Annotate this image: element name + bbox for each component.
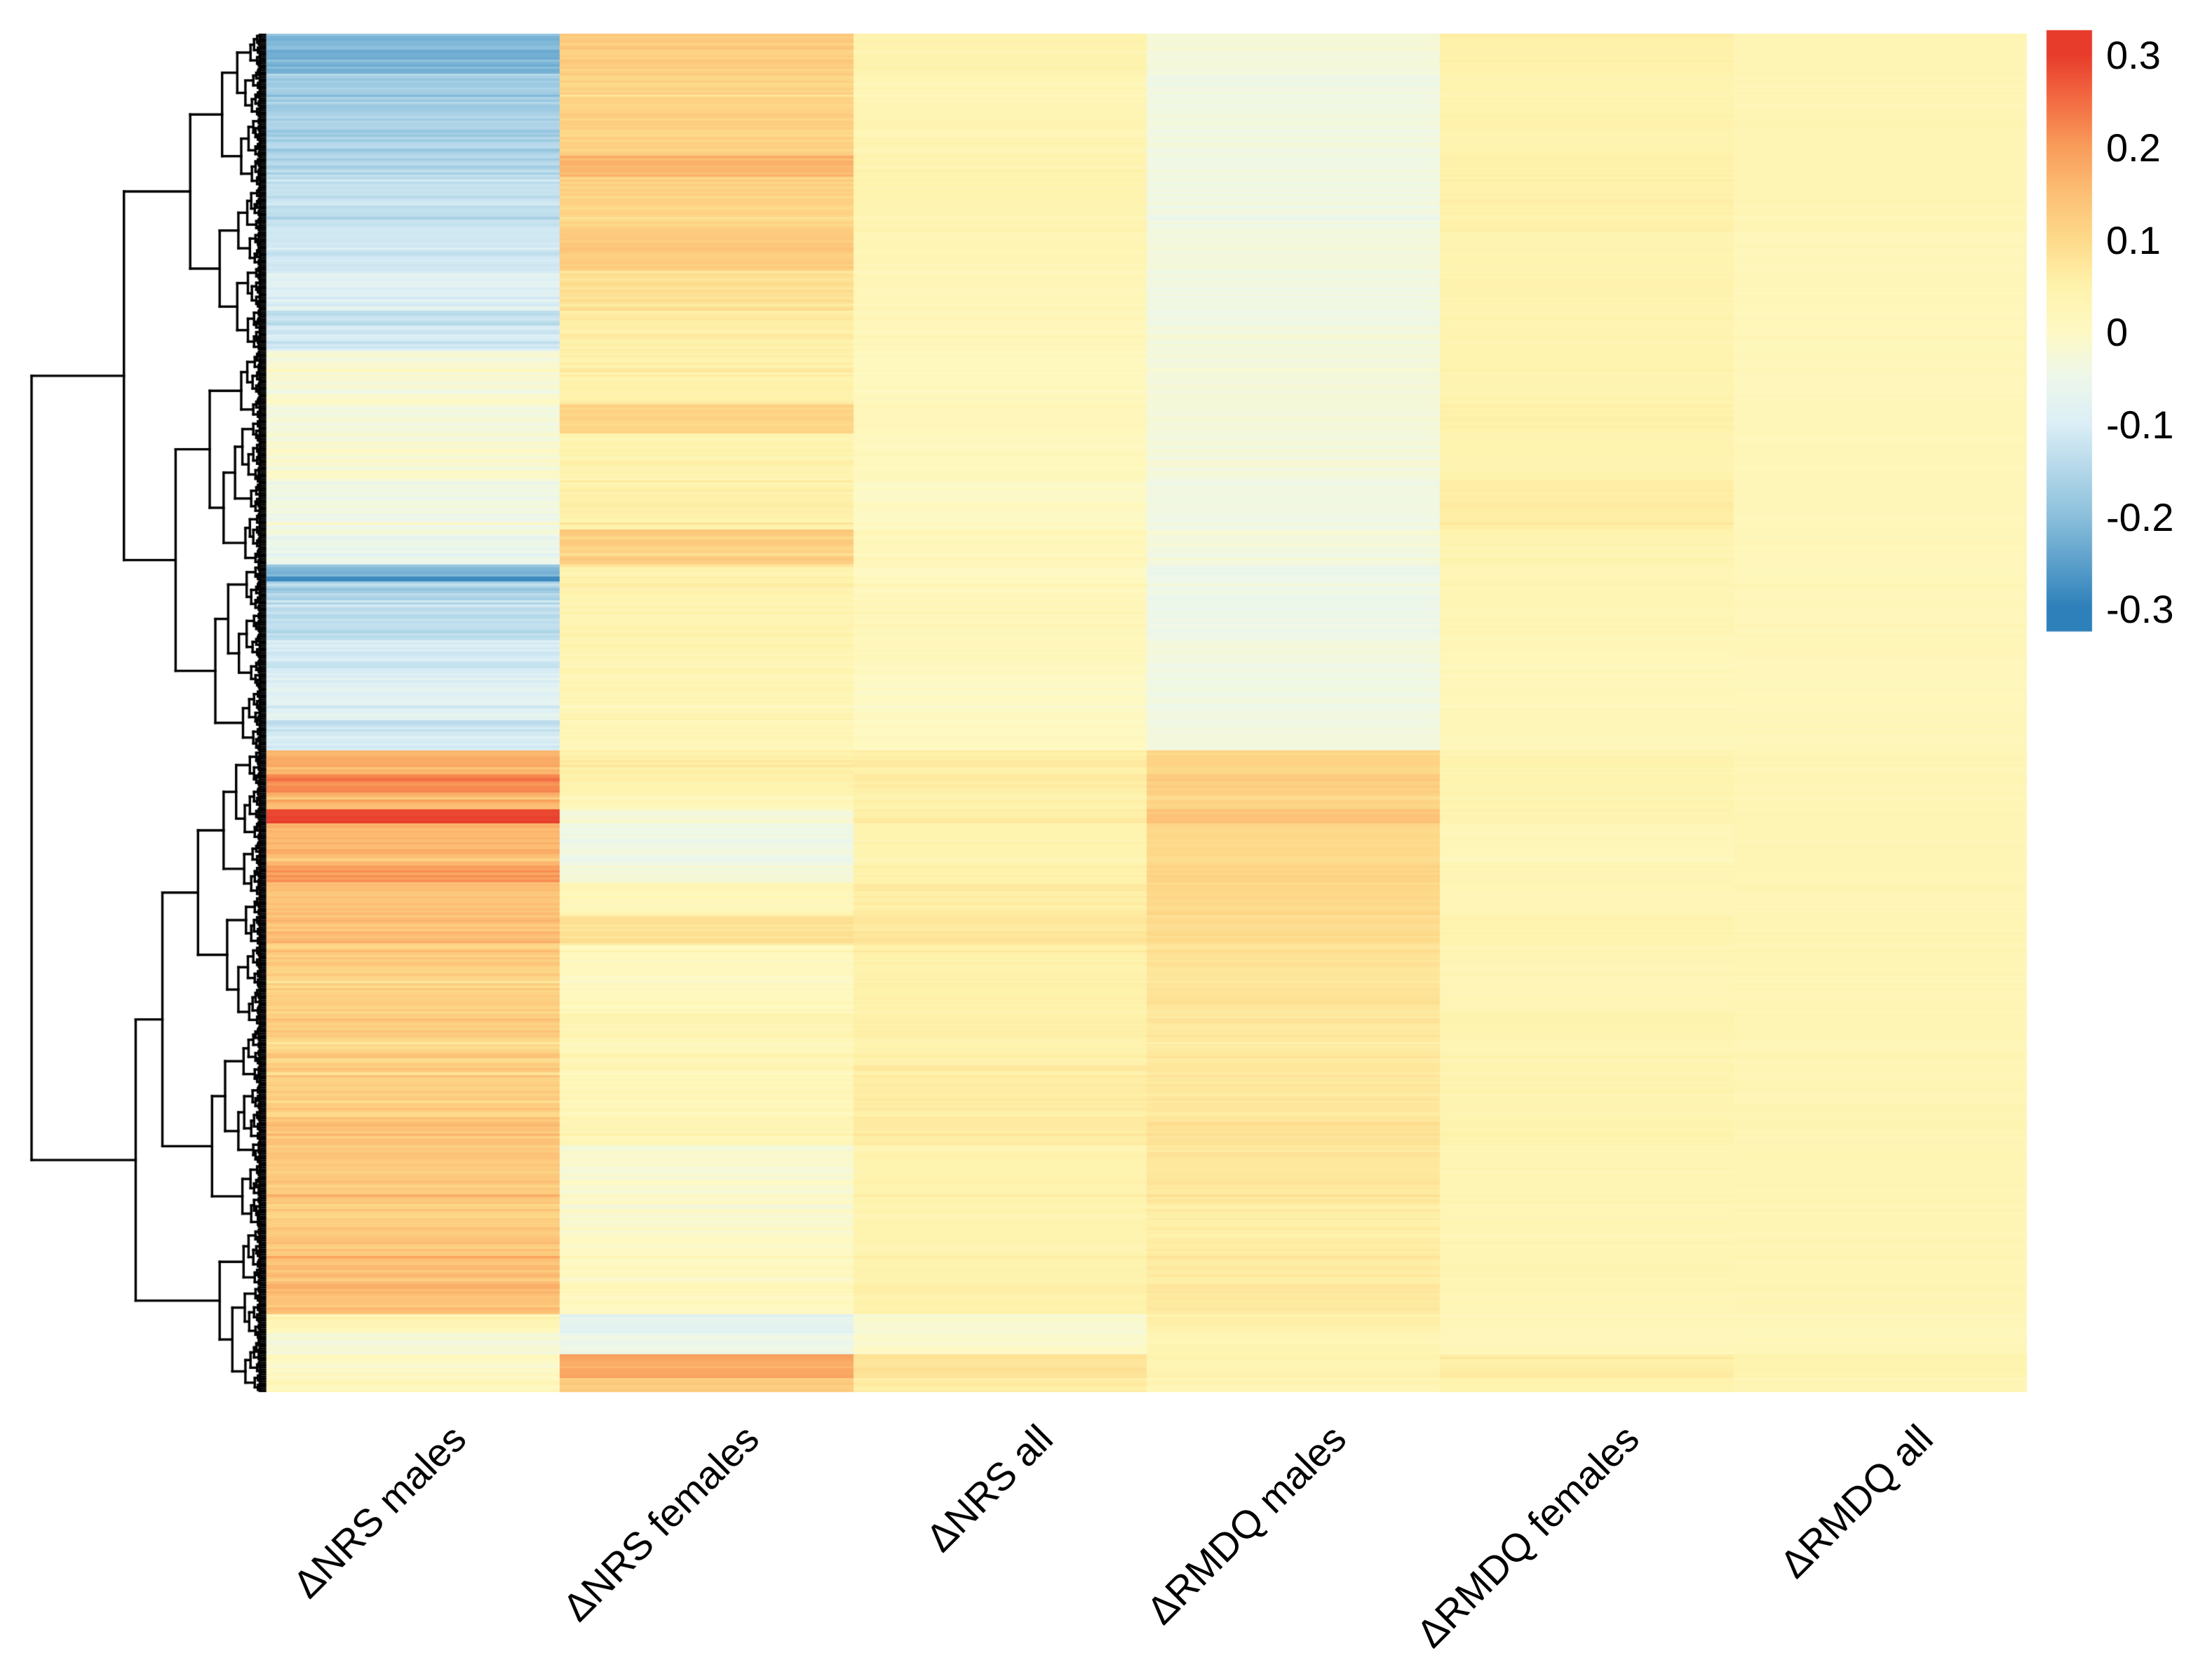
- colorbar-tick-label: -0.2: [2106, 495, 2174, 539]
- colorbar-tick-label: 0.1: [2106, 218, 2161, 262]
- colorbar-tick-label: 0: [2106, 310, 2129, 354]
- colorbar-tick-label: 0.2: [2106, 126, 2161, 170]
- colorbar-tick-label: -0.3: [2106, 587, 2174, 631]
- colorbar-tick-label: -0.1: [2106, 403, 2174, 447]
- colorbar-tick-label: 0.3: [2106, 33, 2161, 77]
